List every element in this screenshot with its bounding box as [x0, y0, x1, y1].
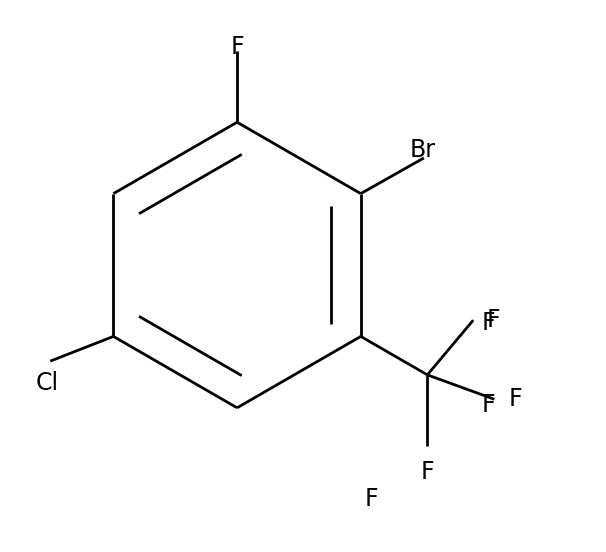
Text: F: F — [482, 393, 495, 417]
Text: F: F — [230, 35, 244, 59]
Text: Cl: Cl — [36, 371, 59, 395]
Text: F: F — [421, 460, 434, 484]
Text: Br: Br — [410, 137, 436, 162]
Text: F: F — [365, 487, 379, 512]
Text: F: F — [487, 308, 501, 332]
Text: F: F — [508, 388, 522, 411]
Text: F: F — [482, 311, 495, 335]
